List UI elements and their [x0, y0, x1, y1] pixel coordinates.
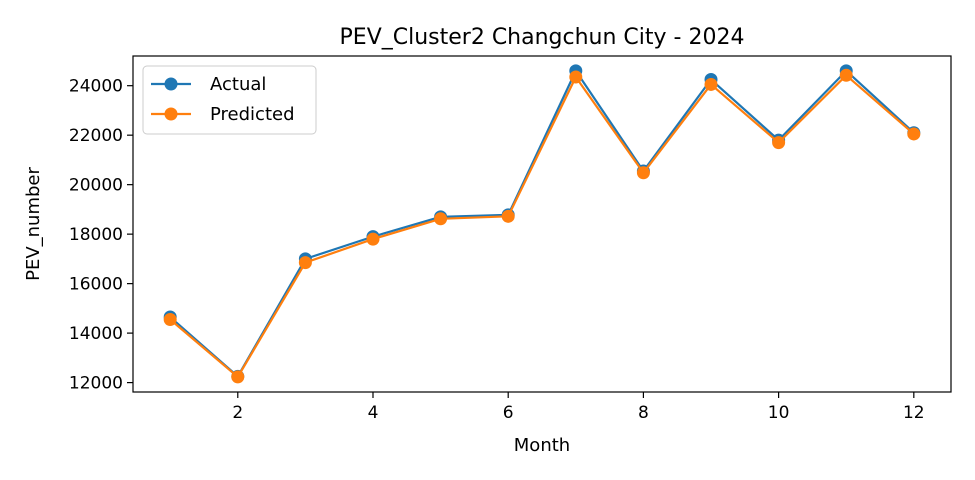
y-tick-label: 12000: [69, 374, 123, 394]
x-tick-label: 2: [232, 403, 243, 423]
data-point-predicted: [231, 370, 245, 384]
y-axis-label: PEV_number: [23, 167, 44, 281]
y-tick-label: 14000: [69, 324, 123, 344]
plot-area: [163, 64, 921, 384]
x-tick-label: 12: [903, 403, 925, 423]
legend-marker: [164, 107, 178, 121]
legend-label: Predicted: [210, 104, 295, 125]
data-point-predicted: [907, 127, 921, 141]
y-tick-label: 16000: [69, 275, 123, 295]
series-line-predicted: [169, 74, 915, 379]
data-point-predicted: [569, 70, 583, 84]
legend-item-actual: Actual: [151, 74, 266, 95]
data-point-predicted: [163, 313, 177, 327]
data-point-predicted: [704, 77, 718, 91]
x-tick-label: 10: [768, 403, 790, 423]
x-axis: 2 4 6 8 10 12: [232, 392, 925, 423]
y-tick-label: 20000: [69, 176, 123, 196]
series-line-actual: [169, 69, 915, 378]
x-tick-label: 8: [638, 403, 649, 423]
data-point-predicted: [636, 166, 650, 180]
legend-item-predicted: Predicted: [151, 104, 295, 125]
data-point-predicted: [501, 209, 515, 223]
plot-frame: [132, 55, 952, 393]
data-point-predicted: [772, 136, 786, 150]
data-point-predicted: [839, 68, 853, 82]
data-point-predicted: [366, 232, 380, 246]
data-point-predicted: [434, 212, 448, 226]
legend-label: Actual: [210, 74, 266, 95]
data-point-predicted: [298, 256, 312, 270]
y-axis: 12000 14000 16000 18000 20000 22000 24000: [69, 77, 133, 394]
series-predicted: [163, 68, 921, 384]
legend-marker: [164, 77, 178, 91]
y-tick-label: 22000: [69, 126, 123, 146]
x-tick-label: 6: [503, 403, 514, 423]
y-tick-label: 24000: [69, 77, 123, 97]
legend: Actual Predicted: [142, 65, 317, 135]
chart-title: PEV_Cluster2 Changchun City - 2024: [340, 25, 745, 50]
x-tick-label: 4: [368, 403, 379, 423]
y-tick-label: 18000: [69, 225, 123, 245]
x-axis-label: Month: [514, 435, 570, 456]
